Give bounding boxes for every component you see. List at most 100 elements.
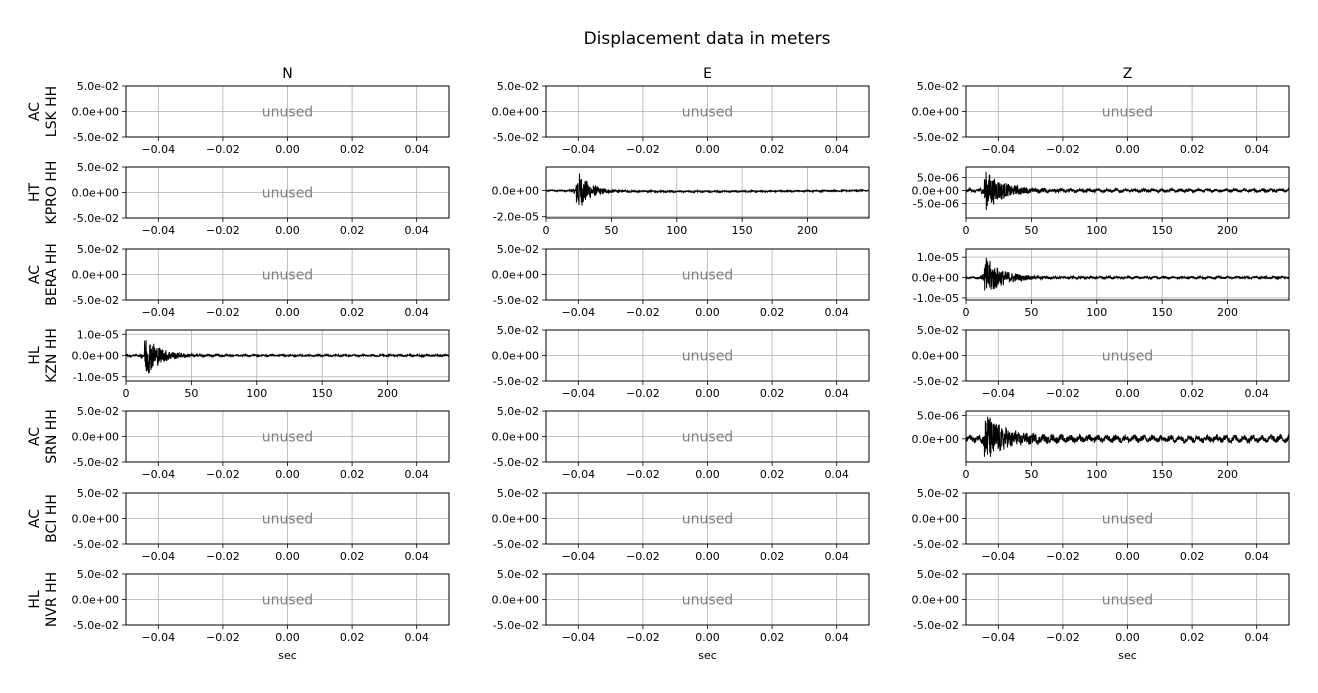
y-tick-label: 0.0e+00	[72, 594, 119, 607]
axes-frame	[545, 166, 870, 219]
y-tick-label: -5.0e-02	[493, 375, 539, 388]
x-tick-label: 0.04	[404, 631, 429, 644]
station-label: HT KPRO HH	[27, 161, 60, 225]
station-label-line: BCI HH	[44, 494, 60, 543]
x-tick-label: 0.04	[404, 224, 429, 237]
unused-label: unused	[262, 512, 313, 528]
x-tick-label: 100	[1086, 306, 1107, 319]
x-tick-label: 0.00	[275, 143, 300, 156]
y-tick-label: -5.0e-02	[73, 456, 119, 469]
panel-4-z: 0 50 100 150 200 5.0e-06 0.0e+00	[912, 410, 1290, 481]
x-tick-label: 0.04	[824, 387, 849, 400]
station-label-line: BERA HH	[44, 243, 60, 306]
station-label-line: AC	[27, 102, 43, 121]
x-tick-label: −0.04	[141, 468, 175, 481]
unused-label: unused	[682, 593, 733, 609]
x-tick-label: 0.02	[1180, 550, 1205, 563]
axes-frame	[125, 573, 450, 626]
station-label: AC BERA HH	[27, 243, 60, 306]
y-tick-label: 5.0e-02	[77, 80, 119, 93]
x-tick-label: 0.00	[1115, 631, 1140, 644]
x-tick-label: 150	[312, 387, 333, 400]
panel-3-e: −0.04 −0.02 0.00 0.02 0.04 5.0e-02 0.0e+00 -5.0…	[492, 324, 870, 400]
x-tick-label: −0.02	[206, 550, 240, 563]
panel-4-n: −0.04 −0.02 0.00 0.02 0.04 5.0e-02 0.0e+00 -5.0…	[72, 405, 450, 481]
panel-6-e: −0.04 −0.02 0.00 0.02 0.04 5.0e-02 0.0e+00 -5.0…	[492, 568, 870, 662]
x-tick-label: 0.04	[404, 143, 429, 156]
x-tick-label: 100	[666, 224, 687, 237]
station-label-line: AC	[27, 427, 43, 446]
x-tick-label: 0.02	[340, 550, 365, 563]
x-tick-label: 0.04	[404, 550, 429, 563]
x-tick-label: 0.04	[824, 631, 849, 644]
x-tick-label: −0.04	[981, 143, 1015, 156]
panel-5-n: −0.04 −0.02 0.00 0.02 0.04 5.0e-02 0.0e+00 -5.0…	[72, 487, 450, 563]
unused-label: unused	[682, 430, 733, 446]
x-tick-label: 0.04	[1244, 387, 1269, 400]
y-tick-label: 0.0e+00	[72, 513, 119, 526]
x-tick-label: 0	[963, 224, 970, 237]
y-tick-label: -5.0e-06	[913, 198, 959, 211]
y-tick-label: -5.0e-02	[493, 131, 539, 144]
axes-frame	[545, 85, 870, 138]
y-tick-label: 5.0e-02	[917, 324, 959, 337]
panel-3-n: 0 50 100 150 200 1.0e-05 0.0e+00 -1.0e-05	[72, 328, 450, 400]
x-tick-label: 0.04	[404, 306, 429, 319]
y-tick-label: 5.0e-02	[77, 487, 119, 500]
y-tick-label: 0.0e+00	[72, 431, 119, 444]
panel-5-e: −0.04 −0.02 0.00 0.02 0.04 5.0e-02 0.0e+00 -5.0…	[492, 487, 870, 563]
x-tick-label: 0.02	[760, 387, 785, 400]
x-tick-label: 150	[1152, 468, 1173, 481]
x-tick-label: −0.04	[561, 631, 595, 644]
x-tick-label: −0.02	[1046, 387, 1080, 400]
x-axis-label: sec	[1118, 649, 1137, 662]
x-tick-label: 0.00	[695, 468, 720, 481]
x-tick-label: 0	[123, 387, 130, 400]
y-tick-label: 5.0e-02	[497, 243, 539, 256]
x-tick-label: 0.04	[404, 468, 429, 481]
axes-frame	[545, 573, 870, 626]
unused-label: unused	[682, 105, 733, 121]
waveform-trace	[965, 171, 1290, 211]
axes-frame	[545, 410, 870, 463]
x-tick-label: −0.04	[141, 143, 175, 156]
y-tick-label: 0.0e+00	[912, 272, 959, 285]
x-tick-label: 0.04	[824, 306, 849, 319]
x-tick-label: 0.02	[760, 143, 785, 156]
y-tick-label: -1.0e-05	[913, 292, 959, 305]
x-tick-label: 100	[246, 387, 267, 400]
x-tick-label: 0.02	[340, 143, 365, 156]
y-tick-label: -5.0e-02	[493, 619, 539, 632]
waveform-trace	[125, 340, 450, 374]
x-tick-label: 0.02	[340, 631, 365, 644]
x-tick-label: 0.04	[1244, 143, 1269, 156]
y-tick-label: 1.0e-05	[77, 328, 119, 341]
axes-frame	[545, 492, 870, 545]
y-tick-label: -5.0e-02	[73, 294, 119, 307]
y-tick-label: 0.0e+00	[912, 106, 959, 119]
y-tick-label: -5.0e-02	[493, 538, 539, 551]
y-tick-label: -5.0e-02	[493, 456, 539, 469]
panel-6-n: −0.04 −0.02 0.00 0.02 0.04 5.0e-02 0.0e+00 -5.0…	[72, 568, 450, 662]
x-tick-label: −0.04	[981, 631, 1015, 644]
panel-grid: N E ZAC LSK HH−0.04 −0.02 0.00 0.02 0.045.0e-02…	[27, 66, 1290, 662]
y-tick-label: -5.0e-02	[913, 131, 959, 144]
y-tick-label: 0.0e+00	[492, 594, 539, 607]
y-tick-label: 0.0e+00	[72, 187, 119, 200]
x-tick-label: 0.00	[695, 550, 720, 563]
x-tick-label: 0.02	[760, 550, 785, 563]
panel-5-z: −0.04 −0.02 0.00 0.02 0.04 5.0e-02 0.0e+00 -5.0…	[912, 487, 1290, 563]
x-tick-label: 0.04	[1244, 631, 1269, 644]
x-tick-label: 0.00	[1115, 143, 1140, 156]
y-tick-label: 0.0e+00	[492, 269, 539, 282]
x-axis-label: sec	[698, 649, 717, 662]
station-label-line: HL	[27, 590, 43, 609]
y-tick-label: 5.0e-02	[77, 405, 119, 418]
y-tick-label: 5.0e-02	[497, 80, 539, 93]
x-tick-label: 0	[963, 468, 970, 481]
x-tick-label: −0.02	[626, 143, 660, 156]
y-tick-label: 5.0e-02	[77, 243, 119, 256]
x-tick-label: 0.00	[1115, 387, 1140, 400]
y-tick-label: 0.0e+00	[492, 431, 539, 444]
